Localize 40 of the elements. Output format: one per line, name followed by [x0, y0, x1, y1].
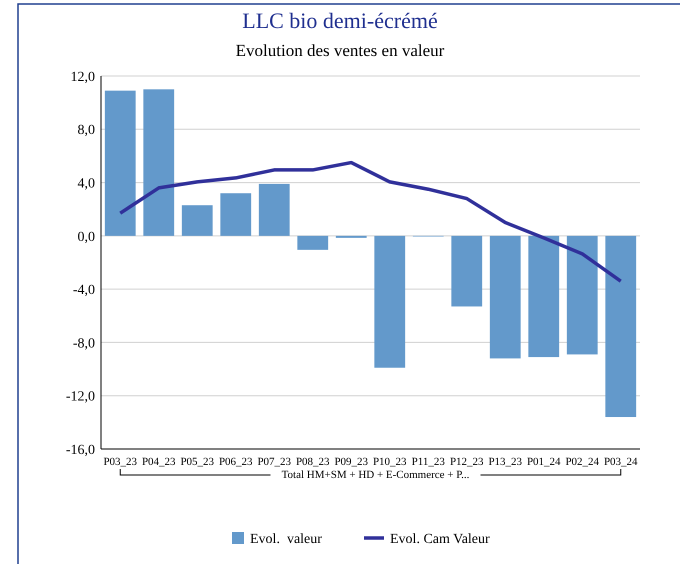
x-tick-label: P04_23	[142, 456, 176, 468]
bar	[451, 236, 482, 306]
y-tick-label: 0,0	[78, 230, 95, 245]
line-series	[118, 160, 622, 283]
x-tick-label: P01_24	[526, 456, 562, 468]
y-tick-label: 12,0	[70, 70, 95, 85]
y-tick-label: 4,0	[78, 176, 95, 192]
x-tick-label: P09_23	[334, 456, 369, 468]
bar	[605, 236, 636, 418]
bar	[258, 184, 290, 236]
chart-subtitle: Evolution des ventes en valeur	[236, 41, 445, 60]
x-tick-label: P02_24	[565, 456, 600, 468]
x-tick-label: P13_23	[488, 456, 523, 468]
y-tick-label: 8,0	[78, 123, 95, 138]
bar	[528, 236, 560, 358]
x-tick-label: P08_23	[296, 456, 330, 468]
bar	[566, 236, 598, 354]
y-tick-label: -16,0	[66, 442, 95, 458]
x-tick-label: P10_23	[372, 456, 408, 468]
y-tick-label: -12,0	[66, 390, 95, 405]
bar	[374, 236, 406, 368]
y-tick-label: -4,0	[72, 283, 95, 298]
y-tick-label: -8,0	[72, 336, 95, 352]
bar	[297, 236, 328, 250]
bar	[143, 89, 174, 236]
bar	[104, 90, 136, 236]
bar	[220, 193, 252, 236]
legend-label: Evol. Cam Valeur	[390, 532, 490, 547]
x-tick-label: P07_23	[257, 456, 292, 468]
x-tick-label: P03_24	[604, 456, 638, 468]
x-tick-label: P11_23	[412, 456, 446, 468]
legend-label: Evol. valeur	[250, 532, 322, 547]
chart-title: LLC bio demi-écrémé	[242, 8, 438, 33]
x-axis-title: Total HM+SM + HD + E-Commerce + P...	[282, 469, 470, 481]
x-tick-label: P03_23	[103, 456, 138, 468]
x-tick-label: P05_23	[180, 456, 215, 468]
bar	[182, 205, 213, 236]
x-tick-label: P06_23	[218, 456, 254, 468]
x-tick-label: P12_23	[450, 456, 484, 468]
bar	[490, 236, 521, 358]
